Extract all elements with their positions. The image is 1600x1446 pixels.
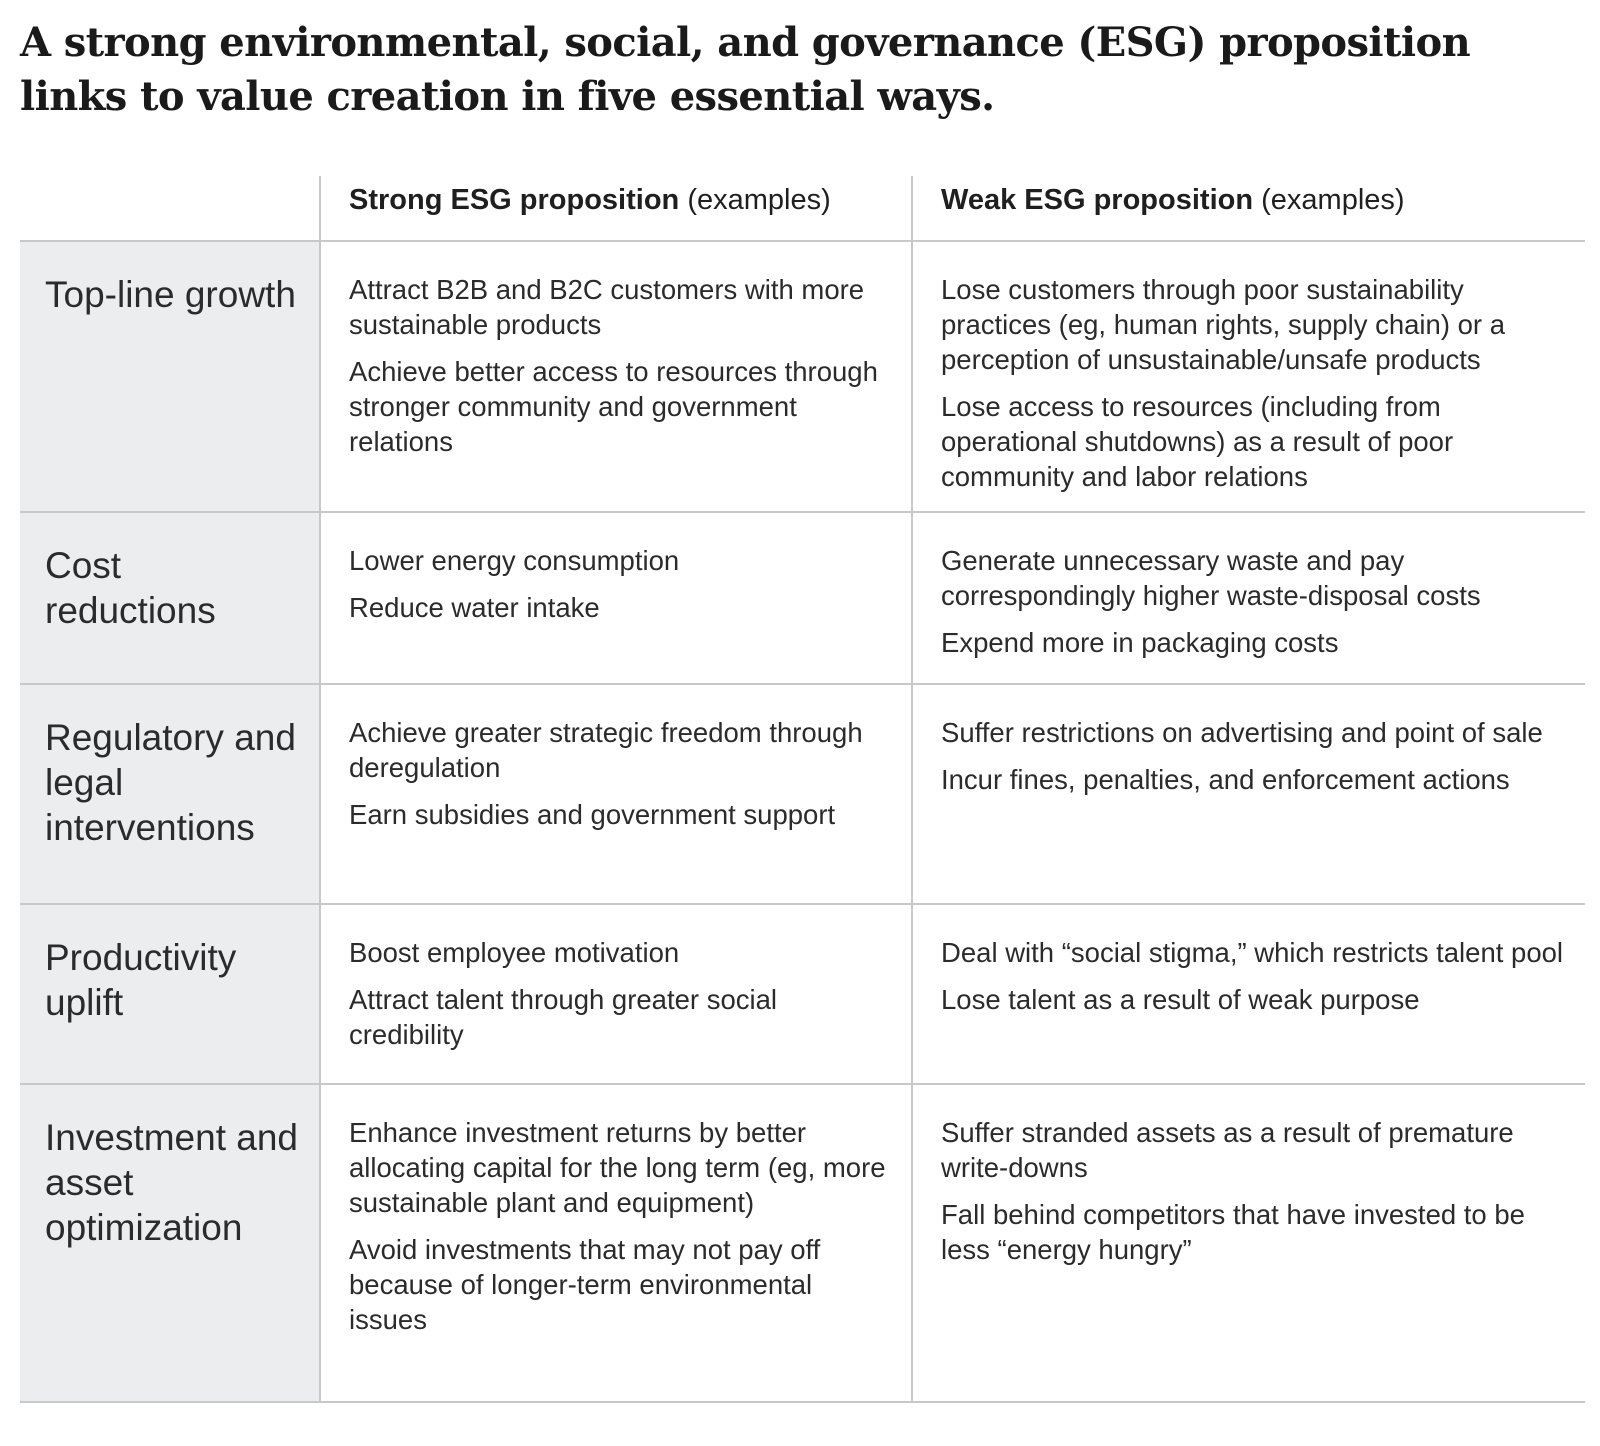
weak-cell: Suffer restrictions on advertising and p…: [911, 684, 1585, 904]
weak-examples-list: Lose customers through poor sustainabili…: [941, 272, 1565, 494]
strong-example: Enhance investment returns by better all…: [349, 1117, 886, 1218]
weak-example: Deal with “social stigma,” which restric…: [941, 937, 1564, 968]
strong-example: Achieve better access to resources throu…: [349, 356, 878, 457]
strong-cell: Achieve greater strategic freedom throug…: [319, 684, 912, 904]
row-label: Regulatory and legal interventions: [45, 717, 296, 848]
strong-example: Achieve greater strategic freedom throug…: [349, 717, 863, 783]
strong-examples-list: Lower energy consumption Reduce water in…: [349, 543, 891, 625]
strong-cell: Attract B2B and B2C customers with more …: [319, 241, 912, 512]
header-strong-suffix: (examples): [687, 184, 831, 216]
row-label-cell: Regulatory and legal interventions: [20, 684, 320, 904]
strong-examples-list: Enhance investment returns by better all…: [349, 1115, 891, 1337]
weak-example: Expend more in packaging costs: [941, 627, 1339, 658]
strong-example: Avoid investments that may not pay off b…: [349, 1234, 821, 1335]
table-row-top-line-growth: Top-line growth Attract B2B and B2C cust…: [20, 241, 1585, 512]
weak-example: Incur fines, penalties, and enforcement …: [941, 764, 1510, 795]
strong-example: Boost employee motivation: [349, 937, 680, 968]
weak-example: Generate unnecessary waste and pay corre…: [941, 545, 1481, 611]
header-empty-cell: [20, 176, 320, 242]
strong-cell: Enhance investment returns by better all…: [319, 1084, 912, 1402]
row-label: Investment and asset optimization: [45, 1117, 298, 1248]
weak-example: Suffer stranded assets as a result of pr…: [941, 1117, 1514, 1183]
row-label-cell: Top-line growth: [20, 241, 320, 512]
document-page: A strong environmental, social, and gove…: [20, 0, 1585, 1402]
weak-example: Lose access to resources (including from…: [941, 391, 1454, 492]
table-body: Top-line growth Attract B2B and B2C cust…: [20, 241, 1585, 1402]
header-weak-title: Weak ESG proposition: [941, 184, 1254, 216]
strong-example: Attract B2B and B2C customers with more …: [349, 274, 865, 340]
strong-examples-list: Achieve greater strategic freedom throug…: [349, 715, 891, 832]
header-strong-title: Strong ESG proposition: [349, 184, 680, 216]
table-row-investment-asset: Investment and asset optimization Enhanc…: [20, 1084, 1585, 1402]
header-strong-esg: Strong ESG proposition (examples): [319, 176, 912, 242]
strong-example: Lower energy consumption: [349, 545, 680, 576]
row-label-cell: Cost reductions: [20, 512, 320, 684]
weak-cell: Lose customers through poor sustainabili…: [911, 241, 1585, 512]
strong-cell: Boost employee motivation Attract talent…: [319, 904, 912, 1084]
weak-example: Lose customers through poor sustainabili…: [941, 274, 1506, 375]
weak-cell: Suffer stranded assets as a result of pr…: [911, 1084, 1585, 1402]
header-weak-suffix: (examples): [1261, 184, 1405, 216]
weak-examples-list: Generate unnecessary waste and pay corre…: [941, 543, 1565, 660]
weak-example: Fall behind competitors that have invest…: [941, 1199, 1525, 1265]
weak-examples-list: Suffer restrictions on advertising and p…: [941, 715, 1565, 797]
weak-examples-list: Deal with “social stigma,” which restric…: [941, 935, 1565, 1017]
weak-cell: Generate unnecessary waste and pay corre…: [911, 512, 1585, 684]
table-header: Strong ESG proposition (examples) Weak E…: [20, 176, 1585, 242]
table-row-productivity-uplift: Productivity uplift Boost employee motiv…: [20, 904, 1585, 1084]
esg-comparison-table: Strong ESG proposition (examples) Weak E…: [20, 176, 1585, 1403]
strong-example: Attract talent through greater social cr…: [349, 984, 778, 1050]
row-label-cell: Productivity uplift: [20, 904, 320, 1084]
header-weak-esg: Weak ESG proposition (examples): [911, 176, 1585, 242]
table-row-cost-reductions: Cost reductions Lower energy consumption…: [20, 512, 1585, 684]
table-row-regulatory-legal: Regulatory and legal interventions Achie…: [20, 684, 1585, 904]
weak-examples-list: Suffer stranded assets as a result of pr…: [941, 1115, 1565, 1267]
strong-examples-list: Attract B2B and B2C customers with more …: [349, 272, 891, 459]
weak-example: Suffer restrictions on advertising and p…: [941, 717, 1543, 748]
weak-example: Lose talent as a result of weak purpose: [941, 984, 1420, 1015]
weak-cell: Deal with “social stigma,” which restric…: [911, 904, 1585, 1084]
row-label: Top-line growth: [45, 274, 296, 315]
strong-examples-list: Boost employee motivation Attract talent…: [349, 935, 891, 1052]
strong-example: Reduce water intake: [349, 592, 600, 623]
row-label-cell: Investment and asset optimization: [20, 1084, 320, 1402]
strong-cell: Lower energy consumption Reduce water in…: [319, 512, 912, 684]
row-label: Cost reductions: [45, 545, 216, 631]
strong-example: Earn subsidies and government support: [349, 799, 836, 830]
row-label: Productivity uplift: [45, 937, 237, 1023]
page-title: A strong environmental, social, and gove…: [20, 19, 1471, 120]
